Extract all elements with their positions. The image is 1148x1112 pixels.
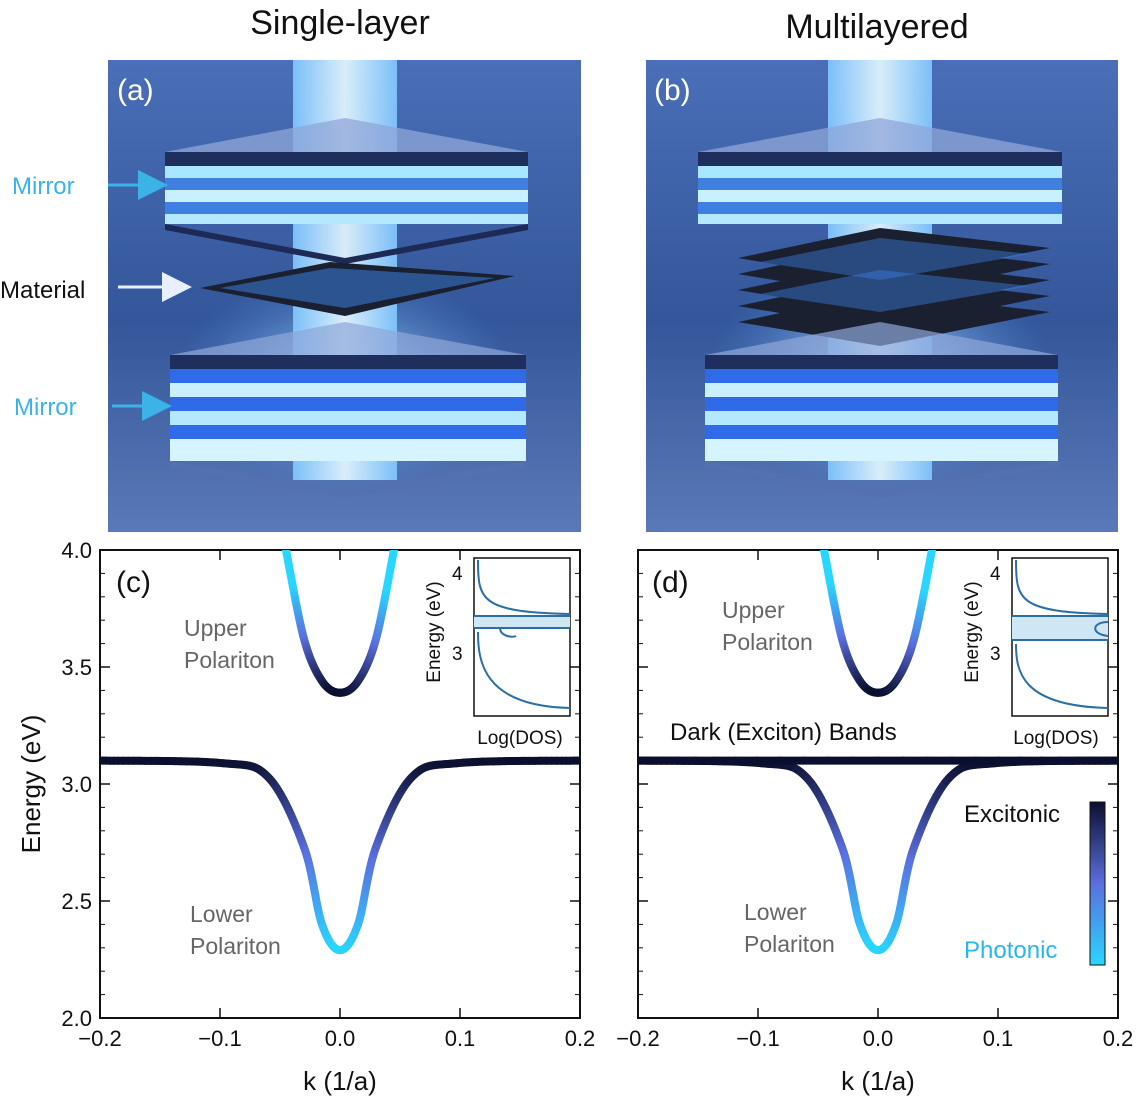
inset-ylabel-c: Energy (eV) — [424, 581, 445, 682]
panel-letter-b: (b) — [654, 74, 691, 107]
colorbar-label-photonic: Photonic — [964, 937, 1057, 964]
x-tick-label-c: −0.1 — [198, 1026, 241, 1051]
x-tick-label-d: 0.2 — [1103, 1026, 1134, 1051]
lower-polariton-label-d-line1: Lower — [744, 899, 807, 925]
y-tick-label-c: 3.5 — [61, 655, 92, 680]
label-mirror-bottom: Mirror — [14, 394, 77, 421]
y-tick-label-c: 3.0 — [61, 772, 92, 797]
panel-letter-c: (c) — [116, 566, 151, 599]
y-tick-label-c: 2.0 — [61, 1006, 92, 1031]
title-multilayered: Multilayered — [785, 8, 968, 46]
x-tick-label-c: 0.2 — [565, 1026, 596, 1051]
chart-marks: −0.2 −0.1 0.0 0.1 0.2 2.0 2.5 3.0 3.5 4.0 k (1/a) −… — [61, 538, 1133, 1096]
x-tick-label-d: 0.1 — [983, 1026, 1014, 1051]
inset-ytick-4-d: 4 — [990, 564, 1001, 585]
upper-polariton-label-c-line2: Polariton — [184, 647, 275, 673]
colorbar-label-excitonic: Excitonic — [964, 801, 1060, 828]
y-axis-label-c: Energy (eV) — [16, 715, 46, 854]
material-stack — [738, 228, 1050, 346]
upper-polariton-label-d-line1: Upper — [722, 597, 785, 623]
inset-xlabel-d: Log(DOS) — [1013, 728, 1099, 749]
mirror-stack-bottom-b — [705, 322, 1058, 497]
x-axis-label-c: k (1/a) — [303, 1066, 377, 1096]
x-tick-label-d: −0.1 — [736, 1026, 779, 1051]
title-single-layer: Single-layer — [250, 4, 430, 42]
upper-polariton-label-d-line2: Polariton — [722, 629, 813, 655]
x-tick-label-d: 0.0 — [863, 1026, 894, 1051]
illustration-a: (a) — [108, 60, 581, 532]
inset-ytick-3-c: 3 — [452, 644, 463, 665]
chart-c: (c) Energy (eV) Upper Polariton Lower Po… — [16, 549, 581, 1019]
mirror-stack-bottom — [170, 322, 526, 497]
inset-ytick-3-d: 3 — [990, 644, 1001, 665]
chart-d: (d) Upper Polariton Lower Polariton Dark… — [637, 549, 1119, 1019]
x-tick-label-c: 0.0 — [325, 1026, 356, 1051]
y-tick-label-c: 2.5 — [61, 889, 92, 914]
x-tick-label-d: −0.2 — [616, 1026, 659, 1051]
dark-bands-label: Dark (Exciton) Bands — [670, 719, 897, 746]
panel-letter-d: (d) — [652, 566, 689, 599]
inset-xlabel-c: Log(DOS) — [477, 728, 563, 749]
label-material: Material — [0, 277, 85, 304]
y-tick-label-c: 4.0 — [61, 538, 92, 563]
mirror-stack-top — [165, 118, 528, 264]
x-tick-label-c: 0.1 — [445, 1026, 476, 1051]
upper-polariton-label-c-line1: Upper — [184, 615, 247, 641]
lower-polariton-label-d-line2: Polariton — [744, 931, 835, 957]
dos-inset-d: 4 3 Energy (eV) Log(DOS) — [962, 557, 1109, 749]
inset-ylabel-d: Energy (eV) — [962, 581, 983, 682]
illustration-b: (b) — [646, 60, 1118, 532]
mirror-stack-top-b — [698, 118, 1062, 224]
panel-letter-a: (a) — [117, 74, 154, 107]
inset-ytick-4-c: 4 — [452, 564, 463, 585]
x-tick-label-c: −0.2 — [78, 1026, 121, 1051]
x-axis-label-d: k (1/a) — [841, 1066, 915, 1096]
lower-polariton-label-c-line2: Polariton — [190, 933, 281, 959]
lower-polariton-label-c-line1: Lower — [190, 901, 253, 927]
colorbar — [1089, 801, 1106, 966]
label-mirror-top: Mirror — [12, 173, 75, 200]
dos-inset-c: 4 3 Energy (eV) Log(DOS) — [424, 557, 571, 749]
